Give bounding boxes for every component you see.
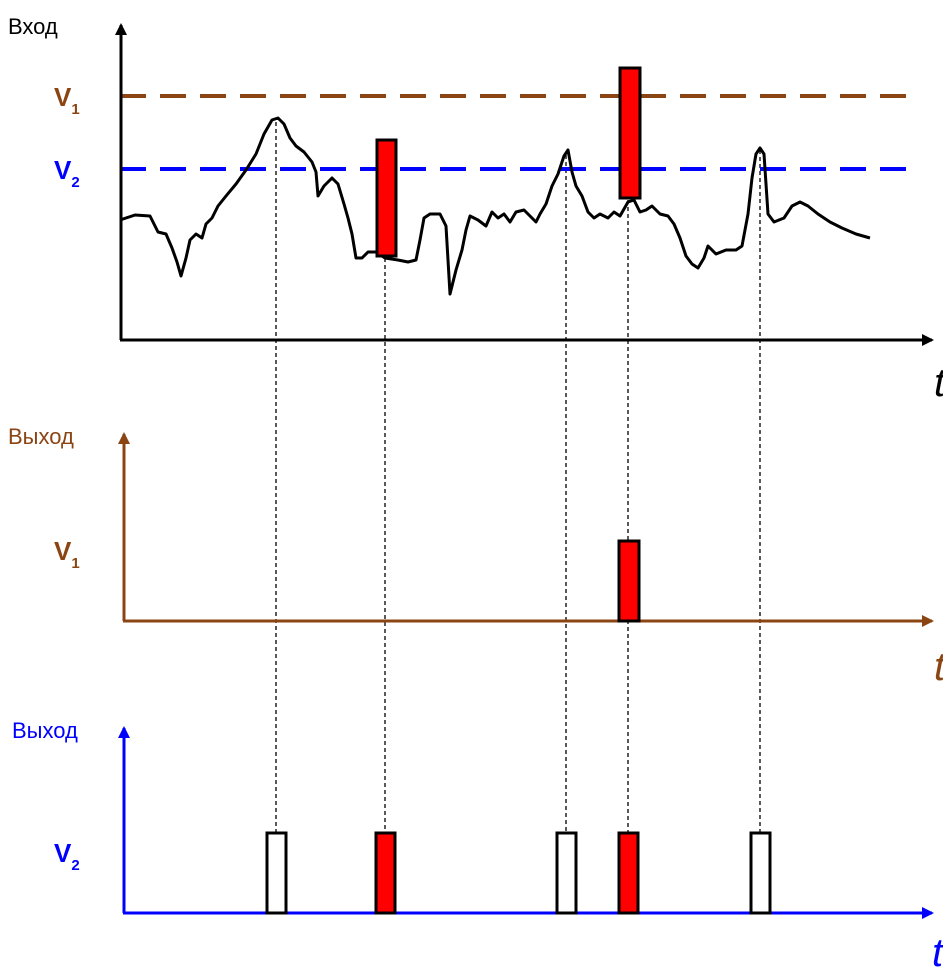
output-v2-pulse-3 (555, 831, 578, 915)
panel-input: Вход t V1 V2 (8, 14, 943, 405)
output-v1-y-label: Выход (8, 424, 74, 449)
output-v1-x-label: t (934, 645, 943, 689)
output-v2-y-label: Выход (12, 718, 78, 743)
threshold-label-v1: V1 (54, 82, 80, 118)
panel-output-v2: Выход t V2 (12, 718, 943, 973)
input-pulse-1 (375, 138, 398, 258)
output-v2-pulse-5 (749, 831, 772, 915)
output-v1-pulse (617, 539, 641, 623)
input-signal-trace (119, 116, 871, 296)
guide-lines (275, 122, 761, 833)
output-v2-x-label: t (932, 931, 943, 973)
threshold-label-v2: V2 (54, 155, 80, 191)
output-v2-pulse-2 (374, 831, 397, 915)
output-v2-pulse-1 (265, 831, 288, 915)
input-y-label: Вход (8, 14, 58, 39)
output-v2-level-label: V2 (54, 838, 80, 874)
panel-output-v1: Выход t V1 (8, 424, 943, 689)
output-v1-level-label: V1 (54, 536, 80, 572)
input-x-label: t (934, 361, 943, 405)
output-v2-pulse-4 (617, 831, 640, 915)
input-pulse-2 (618, 66, 642, 200)
